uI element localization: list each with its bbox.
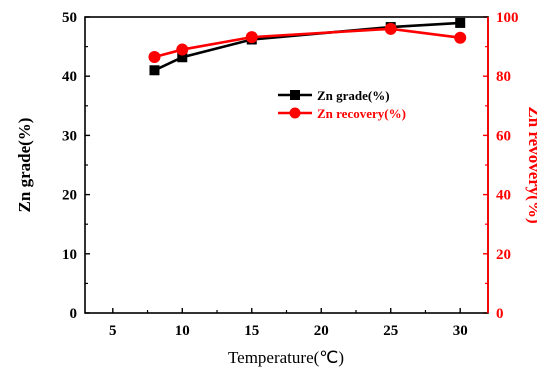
right-y-tick-label: 60 <box>496 128 511 144</box>
x-tick-label: 5 <box>109 323 117 339</box>
x-tick-label: 20 <box>314 323 329 339</box>
series-1-point <box>245 31 258 44</box>
right-y-tick-label: 0 <box>496 306 504 322</box>
right-y-tick-label: 80 <box>496 69 511 85</box>
legend-label-zn-grade: Zn grade(%) <box>317 88 390 103</box>
series-layer <box>148 17 467 76</box>
left-y-tick-label: 30 <box>62 128 77 144</box>
series-0-point <box>177 52 188 63</box>
x-axis-ticks: 5 10 15 20 25 30 <box>109 308 468 339</box>
legend-marker-zn-grade <box>290 90 300 100</box>
plot-frame <box>84 16 489 314</box>
x-tick-label: 25 <box>383 323 398 339</box>
left-y-tick-label: 10 <box>62 247 77 263</box>
right-y-tick-label: 20 <box>496 247 511 263</box>
series-0-point <box>149 65 160 76</box>
left-y-tick-label: 50 <box>62 10 77 26</box>
x-tick-label: 30 <box>453 323 468 339</box>
series-1-point <box>454 31 467 44</box>
right-y-axis-ticks: 0 20 40 60 80 100 <box>483 10 519 322</box>
right-y-tick-label: 100 <box>496 10 519 26</box>
series-1-point <box>384 22 397 35</box>
right-y-tick-label: 40 <box>496 188 511 204</box>
right-y-axis-title: Zn revovery(%) <box>525 106 537 223</box>
legend-marker-zn-recovery <box>289 107 301 119</box>
x-tick-label: 10 <box>175 323 190 339</box>
left-y-tick-label: 40 <box>62 69 77 85</box>
legend: Zn grade(%) Zn recovery(%) <box>278 88 406 121</box>
series-0-point <box>455 17 466 28</box>
left-y-axis-ticks: 0 10 20 30 40 50 <box>62 10 90 322</box>
left-y-tick-label: 0 <box>70 306 78 322</box>
left-y-axis-title: Zn grade(%) <box>15 118 34 213</box>
left-y-tick-label: 20 <box>62 188 77 204</box>
legend-label-zn-recovery: Zn recovery(%) <box>317 106 406 121</box>
series-1-point <box>148 50 161 63</box>
x-axis-title: Temperature(℃) <box>228 348 344 367</box>
x-tick-label: 15 <box>244 323 259 339</box>
series-1-point <box>176 43 189 56</box>
